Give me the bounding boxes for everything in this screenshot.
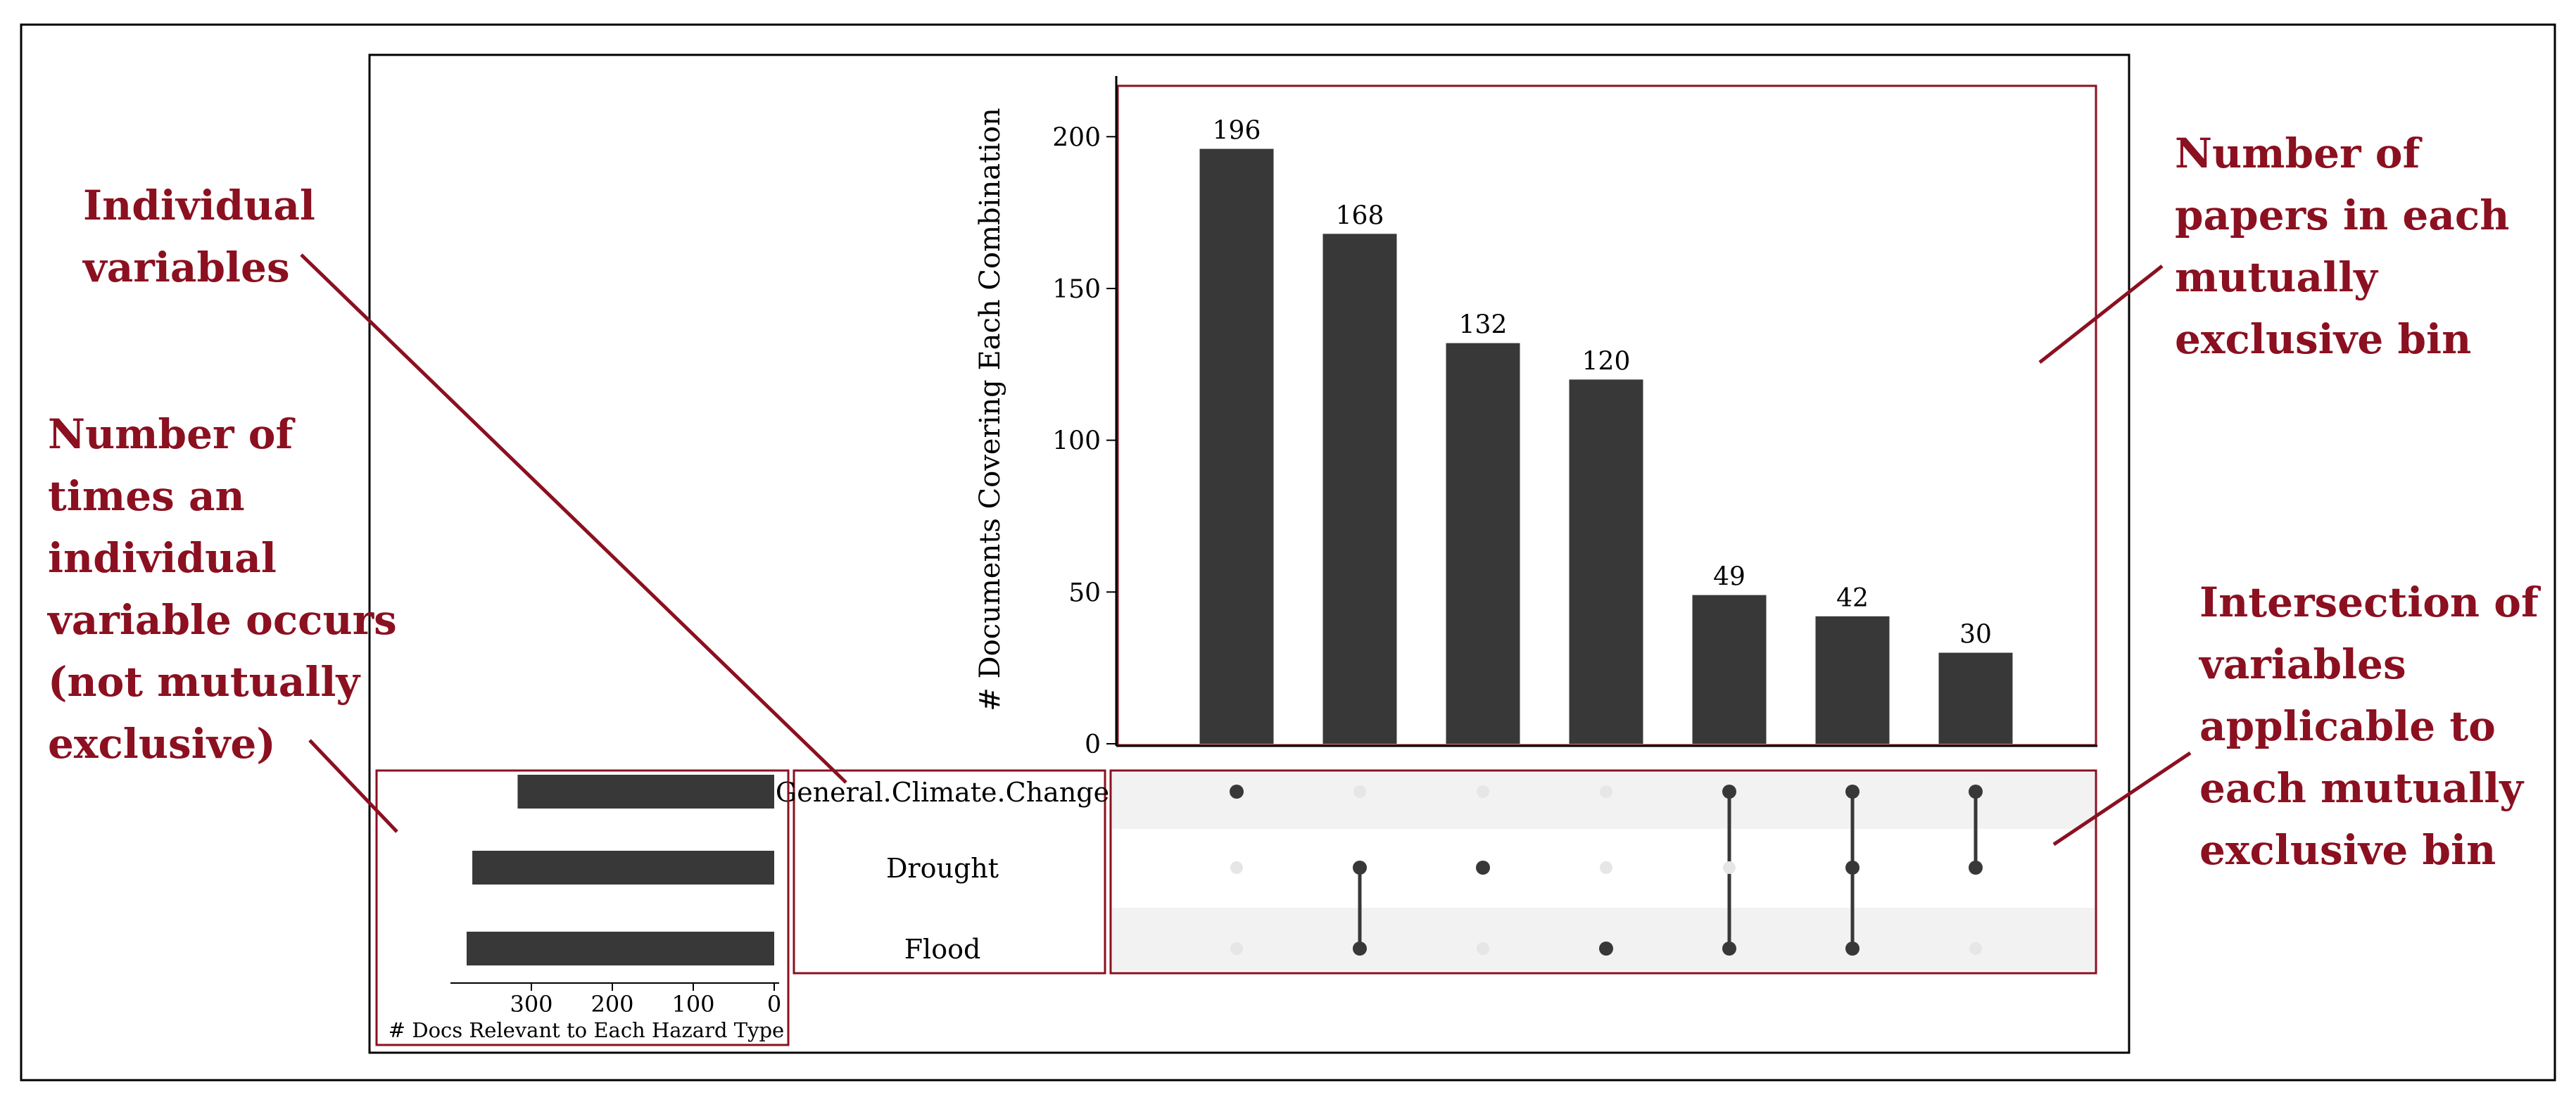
bar	[1569, 379, 1643, 744]
set-names: General.Climate.Change Drought Flood	[776, 769, 1109, 975]
pointer-individual-variables	[300, 253, 847, 784]
matrix-dot-inactive	[1230, 942, 1243, 955]
annotation-intersection: Intersection of variables applicable to …	[2198, 578, 2553, 874]
matrix-dot-active	[1722, 785, 1736, 799]
matrix-dot-active	[1476, 861, 1490, 875]
y-tick-label: 100	[1052, 427, 1101, 456]
set-name-label: General.Climate.Change	[776, 777, 1109, 808]
annotation-line: exclusive)	[48, 720, 276, 768]
set-name-label: Flood	[904, 934, 981, 965]
bar-data-label: 132	[1459, 311, 1508, 340]
annotation-line: variable occurs	[46, 596, 397, 644]
annotation-line: Intersection of	[2199, 578, 2542, 626]
set-names-highlight-box	[793, 769, 1106, 975]
matrix-dot-active	[1722, 942, 1736, 956]
set-size-tick-label: 100	[671, 991, 714, 1018]
annotation-line: (not mutually	[48, 658, 361, 706]
annotation-individual-variables: Individual variables	[82, 182, 329, 291]
y-ticks: 0 50 100 150 200	[1052, 123, 1116, 759]
set-size-bar	[467, 932, 774, 965]
matrix-dot-active	[1845, 861, 1860, 875]
matrix-dot-active	[1599, 942, 1613, 956]
annotation-line: variables	[2198, 640, 2406, 688]
matrix-dot-inactive	[1477, 942, 1489, 955]
y-tick-label: 50	[1068, 578, 1101, 607]
annotation-line: applicable to	[2199, 702, 2496, 750]
set-size-chart: 300 200 100 0 # Docs Relevant to Each Hazar…	[375, 769, 790, 1046]
bar	[1692, 595, 1767, 744]
bar-data-label: 196	[1213, 117, 1261, 146]
matrix-dot-active	[1230, 785, 1244, 799]
plot-frame	[368, 53, 2130, 1054]
annotation-line: exclusive bin	[2199, 826, 2496, 874]
matrix-dot-inactive	[1600, 785, 1612, 798]
set-size-x-axis-label: # Docs Relevant to Each Hazard Type	[389, 1018, 784, 1042]
annotation-line: exclusive bin	[2175, 315, 2471, 363]
matrix-dot-inactive	[1969, 942, 1982, 955]
matrix-dot-active	[1969, 785, 1983, 799]
bar	[1815, 616, 1890, 744]
bar	[1322, 234, 1397, 744]
bar-data-label: 30	[1959, 621, 1992, 649]
annotation-line: Number of	[2175, 129, 2423, 177]
set-size-tick-label: 200	[591, 991, 633, 1018]
matrix-highlight-box	[1109, 769, 2097, 975]
matrix-dot-inactive	[1477, 785, 1489, 798]
y-tick-label: 150	[1052, 275, 1101, 304]
annotation-line: each mutually	[2199, 764, 2525, 812]
matrix-dot-inactive	[1600, 861, 1612, 874]
pointer-set-size	[308, 739, 398, 833]
pointer-intersection	[2052, 751, 2192, 847]
set-size-highlight-box	[375, 769, 790, 1046]
set-size-tick-label: 0	[767, 991, 781, 1018]
intersection-bar-chart: 0 50 100 150 200 196 168 132 120 49 42 30 # Docume…	[974, 76, 2097, 759]
annotation-line: times an	[48, 472, 245, 520]
matrix-dot-active	[1353, 942, 1367, 956]
annotation-line: variables	[82, 243, 290, 291]
y-tick-label: 0	[1085, 730, 1101, 759]
outer-frame	[20, 23, 2556, 1082]
matrix-dot-active	[1969, 861, 1983, 875]
bar	[1199, 148, 1274, 744]
annotation-pointers	[300, 253, 2192, 847]
annotation-line: Number of	[48, 410, 296, 458]
bar-data-label: 168	[1336, 201, 1384, 230]
set-size-x-ticks: 300 200 100 0	[510, 983, 781, 1018]
annotation-bin-count: Number of papers in each mutually exclus…	[2175, 129, 2524, 363]
data-labels: 196 168 132 120 49 42 30	[1213, 117, 1992, 649]
set-name-label: Drought	[886, 853, 999, 884]
set-size-bar	[472, 851, 774, 885]
pointer-bin-count	[2038, 265, 2164, 364]
matrix-dot-inactive	[1353, 785, 1366, 798]
intersection-matrix	[1109, 769, 2097, 975]
matrix-dot-inactive	[1723, 861, 1736, 874]
set-size-tick-label: 300	[510, 991, 553, 1018]
annotation-line: individual	[48, 534, 277, 582]
set-size-bar	[517, 775, 774, 809]
matrix-row-stripe	[1112, 773, 2095, 829]
bar-data-label: 49	[1713, 563, 1745, 592]
y-axis-label: # Documents Covering Each Combination	[974, 108, 1006, 711]
bar-data-label: 120	[1582, 347, 1631, 376]
bars	[1199, 148, 2013, 744]
annotation-set-size: Number of times an individual variable o…	[46, 410, 411, 768]
annotation-line: papers in each	[2175, 191, 2509, 239]
annotation-line: mutually	[2175, 253, 2379, 301]
matrix-dot-active	[1845, 942, 1860, 956]
bar	[1938, 652, 2013, 744]
annotation-line: Individual	[83, 182, 315, 229]
bar-data-label: 42	[1836, 584, 1869, 613]
matrix-row-stripe	[1112, 908, 2095, 971]
annotations: Individual variables Number of times an …	[46, 129, 2553, 874]
matrix-dot-inactive	[1230, 861, 1243, 874]
matrix-dot-active	[1353, 861, 1367, 875]
y-tick-label: 200	[1052, 123, 1101, 152]
bar	[1446, 343, 1520, 744]
matrix-dot-active	[1845, 785, 1860, 799]
